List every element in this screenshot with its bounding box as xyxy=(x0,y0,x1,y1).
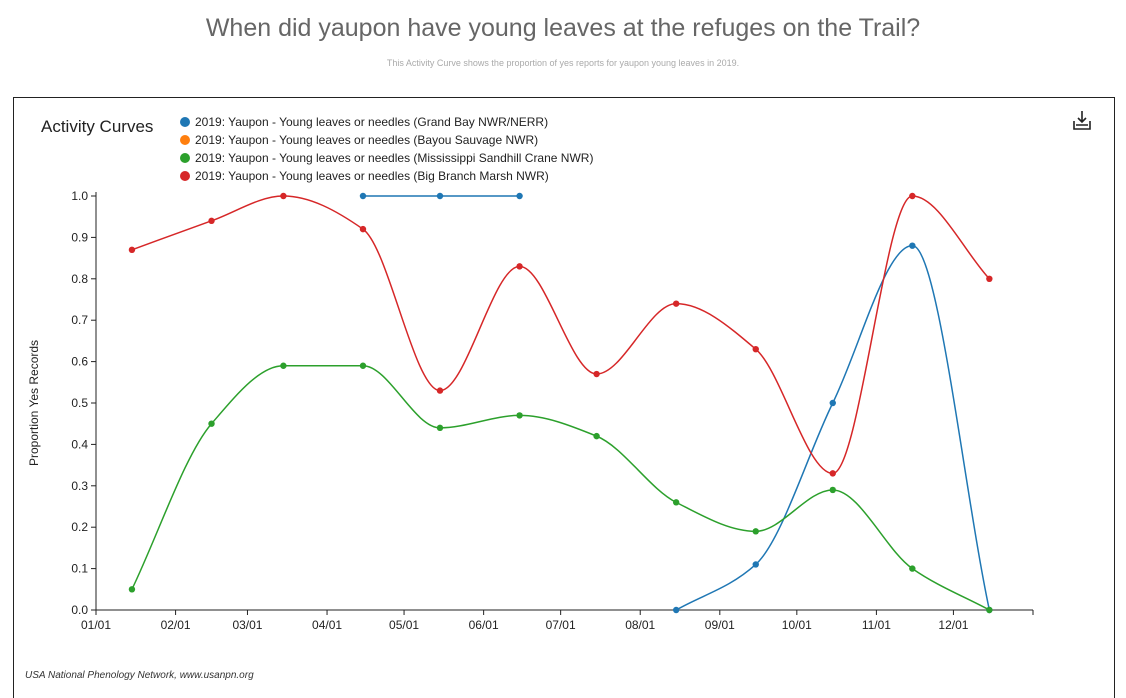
download-icon[interactable] xyxy=(1070,109,1094,133)
series-line-mississippi-sandhill-crane-nwr xyxy=(131,364,990,611)
data-point-mississippi-sandhill-crane-nwr[interactable] xyxy=(359,362,367,369)
x-tick-label: 01/01 xyxy=(81,618,111,632)
legend-label[interactable]: 2019: Yaupon - Young leaves or needles (… xyxy=(195,133,538,147)
y-tick-label: 0.8 xyxy=(71,272,88,286)
x-axis: 01/01 02/01 03/01 04/01 05/01 06/01 07/01 08/01… xyxy=(81,609,1034,632)
data-point-big-branch-marsh-nwr[interactable] xyxy=(593,370,600,378)
data-point-big-branch-marsh-nwr[interactable] xyxy=(359,225,367,233)
data-point-mississippi-sandhill-crane-nwr[interactable] xyxy=(829,486,836,494)
legend-label[interactable]: 2019: Yaupon - Young leaves or needles (… xyxy=(195,169,549,183)
attribution: USA National Phenology Network, www.usan… xyxy=(25,670,254,681)
data-point-big-branch-marsh-nwr[interactable] xyxy=(128,246,136,254)
y-tick-label: 0.1 xyxy=(71,562,88,576)
data-point-big-branch-marsh-nwr[interactable] xyxy=(909,192,916,200)
data-point-mississippi-sandhill-crane-nwr[interactable] xyxy=(208,420,215,427)
chart-panel xyxy=(13,97,1115,698)
data-point-grand-bay-nwr-nerr[interactable] xyxy=(752,561,759,568)
y-tick-label: 0.4 xyxy=(71,437,88,451)
data-point-big-branch-marsh-nwr[interactable] xyxy=(829,470,836,477)
data-point-grand-bay-nwr-nerr[interactable] xyxy=(516,192,523,200)
data-point-mississippi-sandhill-crane-nwr[interactable] xyxy=(672,499,680,506)
chart-title: Activity Curves xyxy=(41,117,153,136)
y-tick-label: 0.0 xyxy=(71,603,88,617)
y-axis-label: Proportion Yes Records xyxy=(27,340,41,466)
legend-label[interactable]: 2019: Yaupon - Young leaves or needles (… xyxy=(195,115,548,129)
data-point-mississippi-sandhill-crane-nwr[interactable] xyxy=(986,606,993,614)
series-layer xyxy=(128,192,993,614)
x-tick-label: 06/01 xyxy=(469,618,499,632)
x-tick-label: 04/01 xyxy=(312,618,342,632)
series-line-big-branch-marsh-nwr xyxy=(131,195,990,475)
data-point-big-branch-marsh-nwr[interactable] xyxy=(280,192,287,200)
data-point-big-branch-marsh-nwr[interactable] xyxy=(516,263,523,270)
data-point-grand-bay-nwr-nerr[interactable] xyxy=(359,192,367,200)
y-tick-label: 0.2 xyxy=(71,520,88,534)
data-point-mississippi-sandhill-crane-nwr[interactable] xyxy=(280,362,287,369)
data-point-big-branch-marsh-nwr[interactable] xyxy=(672,300,680,307)
y-tick-label: 1.0 xyxy=(71,189,88,203)
data-point-mississippi-sandhill-crane-nwr[interactable] xyxy=(909,565,916,572)
x-tick-label: 07/01 xyxy=(546,618,576,632)
y-tick-label: 0.5 xyxy=(71,396,88,410)
y-axis: 0.0 0.1 0.2 0.3 0.4 0.5 0.6 0.7 0.8 0.9 1.0 xyxy=(71,189,97,617)
data-point-grand-bay-nwr-nerr[interactable] xyxy=(829,399,836,407)
x-tick-label: 08/01 xyxy=(625,618,655,632)
x-tick-label: 09/01 xyxy=(705,618,735,632)
y-tick-label: 0.7 xyxy=(71,313,88,327)
data-point-mississippi-sandhill-crane-nwr[interactable] xyxy=(436,424,444,432)
legend-swatch xyxy=(180,171,190,181)
data-point-big-branch-marsh-nwr[interactable] xyxy=(752,345,759,353)
legend-swatch xyxy=(180,153,190,163)
x-tick-label: 10/01 xyxy=(782,618,812,632)
series-line-grand-bay-nwr-nerr xyxy=(675,244,991,611)
x-tick-label: 12/01 xyxy=(938,618,968,632)
chart-legend: 2019: Yaupon - Young leaves or needles (… xyxy=(180,115,593,183)
y-tick-label: 0.6 xyxy=(71,355,88,369)
legend-swatch xyxy=(180,117,190,127)
data-point-grand-bay-nwr-nerr[interactable] xyxy=(436,192,444,200)
activity-curve-chart: Activity Curves 2019: Yaupon - Young lea… xyxy=(27,115,1034,632)
y-tick-label: 0.9 xyxy=(71,230,88,244)
legend-swatch xyxy=(180,135,190,145)
data-point-big-branch-marsh-nwr[interactable] xyxy=(986,275,993,282)
data-point-big-branch-marsh-nwr[interactable] xyxy=(436,387,444,394)
data-point-mississippi-sandhill-crane-nwr[interactable] xyxy=(593,432,600,440)
data-point-mississippi-sandhill-crane-nwr[interactable] xyxy=(516,412,523,419)
data-point-grand-bay-nwr-nerr[interactable] xyxy=(909,242,916,249)
legend-label[interactable]: 2019: Yaupon - Young leaves or needles (… xyxy=(195,151,593,165)
x-tick-label: 03/01 xyxy=(232,618,262,632)
data-point-mississippi-sandhill-crane-nwr[interactable] xyxy=(128,586,136,593)
data-point-mississippi-sandhill-crane-nwr[interactable] xyxy=(752,528,759,535)
page-title: When did yaupon have young leaves at the… xyxy=(205,14,921,42)
x-tick-label: 11/01 xyxy=(862,618,891,632)
x-tick-label: 02/01 xyxy=(161,618,191,632)
page-subtitle: This Activity Curve shows the proportion… xyxy=(386,58,740,68)
data-point-big-branch-marsh-nwr[interactable] xyxy=(208,217,215,225)
x-tick-label: 05/01 xyxy=(389,618,419,632)
data-point-grand-bay-nwr-nerr[interactable] xyxy=(672,606,680,614)
y-tick-label: 0.3 xyxy=(71,479,88,493)
